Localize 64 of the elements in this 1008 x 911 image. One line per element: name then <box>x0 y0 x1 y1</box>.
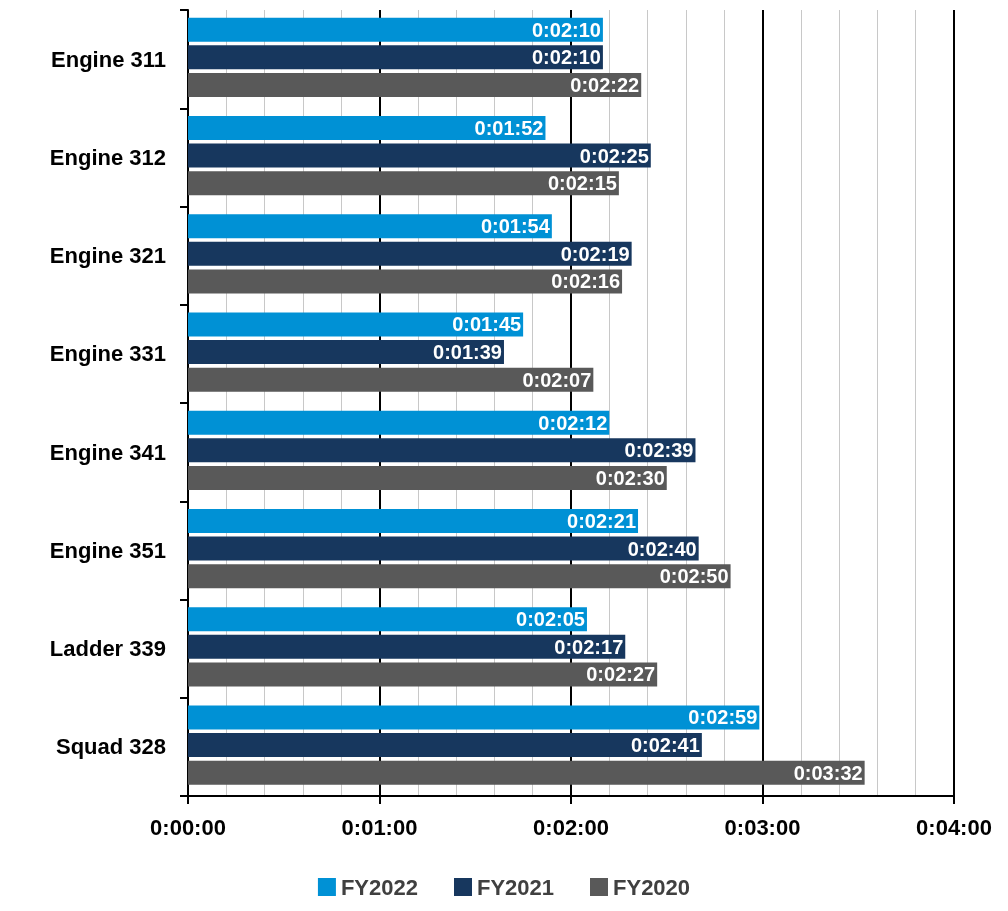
bar <box>188 340 504 365</box>
data-label: 0:02:16 <box>551 270 621 293</box>
y-tick-label: Engine 311 <box>51 46 166 72</box>
bar <box>188 760 865 785</box>
data-label: 0:01:54 <box>480 215 551 238</box>
bar <box>188 508 639 533</box>
x-tick-label: 0:00:00 <box>150 814 226 840</box>
bar <box>188 438 696 463</box>
bar <box>188 72 642 97</box>
y-tick-label: Engine 312 <box>49 144 166 170</box>
y-tick-label: Engine 351 <box>49 537 166 563</box>
data-label: 0:02:27 <box>586 663 656 686</box>
bar <box>188 367 594 392</box>
data-label: 0:02:40 <box>627 537 697 560</box>
bar <box>188 143 651 168</box>
data-label: 0:02:50 <box>659 565 729 588</box>
y-tick-label: Engine 321 <box>49 243 166 269</box>
x-tick-label: 0:04:00 <box>916 814 992 840</box>
data-label: 0:02:19 <box>560 242 630 265</box>
x-tick-label: 0:03:00 <box>724 814 801 840</box>
bar <box>188 269 623 294</box>
data-label: 0:01:52 <box>474 116 544 139</box>
bar <box>188 634 626 659</box>
legend-label: FY2021 <box>476 874 555 900</box>
bar <box>188 465 667 490</box>
y-tick-label: Squad 328 <box>55 734 166 760</box>
data-label: 0:02:22 <box>570 73 640 96</box>
data-label: 0:02:25 <box>579 144 649 167</box>
bar <box>188 564 731 589</box>
bar <box>188 17 603 42</box>
data-label: 0:02:41 <box>630 734 700 757</box>
bar <box>188 536 699 561</box>
y-tick-label: Engine 341 <box>49 439 166 465</box>
data-label: 0:02:39 <box>624 439 694 462</box>
bar <box>188 171 619 196</box>
y-tick-label: Engine 331 <box>49 341 166 367</box>
x-tick-label: 0:02:00 <box>533 814 609 840</box>
data-label: 0:02:10 <box>531 18 601 41</box>
data-label: 0:02:12 <box>538 411 608 434</box>
legend-label: FY2020 <box>613 874 691 900</box>
data-label: 0:01:45 <box>452 313 522 336</box>
bar <box>188 45 603 70</box>
bar <box>188 662 658 687</box>
data-label: 0:02:59 <box>688 706 758 729</box>
bar <box>188 410 610 435</box>
data-label: 0:01:39 <box>433 341 502 364</box>
data-label: 0:03:32 <box>793 761 863 784</box>
bar <box>188 312 524 337</box>
bar <box>188 733 702 758</box>
data-label: 0:02:15 <box>547 172 617 195</box>
data-label: 0:02:17 <box>554 635 624 658</box>
data-label: 0:02:21 <box>567 509 637 532</box>
data-label: 0:02:30 <box>595 466 665 489</box>
bar <box>188 607 587 632</box>
data-label: 0:02:05 <box>516 608 585 631</box>
y-tick-label: Ladder 339 <box>49 636 166 662</box>
x-tick-label: 0:01:00 <box>341 814 418 840</box>
data-label: 0:02:10 <box>531 46 601 69</box>
legend-label: FY2022 <box>340 874 418 900</box>
bar <box>188 705 760 730</box>
data-label: 0:02:07 <box>522 368 592 391</box>
bar <box>188 115 546 140</box>
bar <box>188 241 632 266</box>
bar <box>188 214 552 239</box>
